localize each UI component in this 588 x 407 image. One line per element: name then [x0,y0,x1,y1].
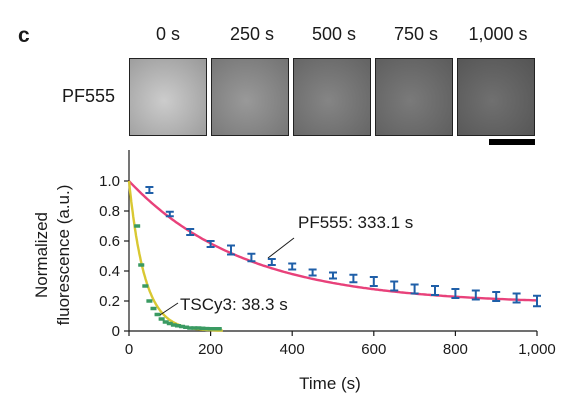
y-tick-label-2: 0.4 [99,263,120,280]
point-tscy3-20 [215,327,222,331]
x-tick-label-3: 600 [361,341,386,358]
frame-label-1000: 1,000 s [468,24,528,44]
point-pf555-8 [308,268,317,277]
point-tscy3-6 [158,317,165,321]
plot-axes: 0 200 400 600 800 1,000 0 0.2 0.4 0.6 0.8 1.0 [99,150,556,358]
frame-image-750 [375,58,453,136]
frame-image-500 [293,58,371,136]
point-pf555-2 [186,228,195,236]
frame-label-500: 500 s [311,24,357,44]
frame-label-750: 750 s [393,24,439,44]
point-pf555-12 [390,280,399,292]
x-tick-label-2: 400 [280,341,305,358]
point-pf555-11 [369,276,378,287]
y-tick-label-0: 0 [112,323,120,340]
point-pf555-5 [247,252,256,263]
y-tick-label-5: 1.0 [99,173,120,190]
frame-label-250: 250 s [229,24,275,44]
x-axis-label: Time (s) [299,374,361,393]
point-pf555-17 [492,291,501,302]
tscy3-annotation-leader [159,302,179,316]
point-pf555-6 [267,258,276,266]
point-tscy3-4 [150,306,157,311]
point-tscy3-0 [134,224,141,228]
point-tscy3-5 [154,312,161,317]
x-tick-label-4: 800 [443,341,468,358]
point-tscy3-1 [138,263,145,267]
point-tscy3-3 [146,299,153,303]
pf555-annotation-leader [267,237,295,259]
point-pf555-19 [533,294,541,308]
point-pf555-10 [349,273,358,284]
frame-label-0: 0 s [155,24,180,44]
point-pf555-16 [471,289,480,301]
y-axis-label-line1: Normalized [32,212,51,298]
tscy3-annotation: TSCy3: 38.3 s [180,295,288,314]
panel-letter: c [18,24,30,47]
point-pf555-1 [165,210,174,218]
point-pf555-18 [512,292,521,304]
point-pf555-4 [227,244,235,256]
x-tick-label-0: 0 [125,341,133,358]
scale-bar [489,139,535,145]
y-tick-label-1: 0.2 [99,293,120,310]
y-axis-label-line2: fluorescence (a.u.) [54,185,73,326]
data-markers [134,186,541,331]
image-strip: PF555 0 s 250 s 500 s 750 s 1,000 s [0,0,588,150]
point-pf555-3 [206,240,215,248]
image-row-label: PF555 [62,86,116,106]
point-tscy3-2 [142,284,149,288]
point-pf555-9 [329,271,337,280]
y-tick-label-3: 0.6 [99,233,120,250]
point-pf555-7 [288,262,297,271]
plot-labels: Time (s) Normalized fluorescence (a.u.) … [32,185,413,393]
point-pf555-0 [145,186,154,194]
x-tick-label-1: 200 [198,341,223,358]
point-pf555-15 [451,288,460,299]
point-pf555-13 [410,283,419,295]
y-tick-label-4: 0.8 [99,203,120,220]
point-pf555-14 [431,285,439,296]
frame-image-1000 [457,58,535,136]
x-tick-label-5: 1,000 [518,341,556,358]
frame-image-0 [129,58,207,136]
pf555-annotation: PF555: 333.1 s [298,213,413,232]
fit-curve-pf555 [128,180,538,302]
frame-image-250 [211,58,289,136]
